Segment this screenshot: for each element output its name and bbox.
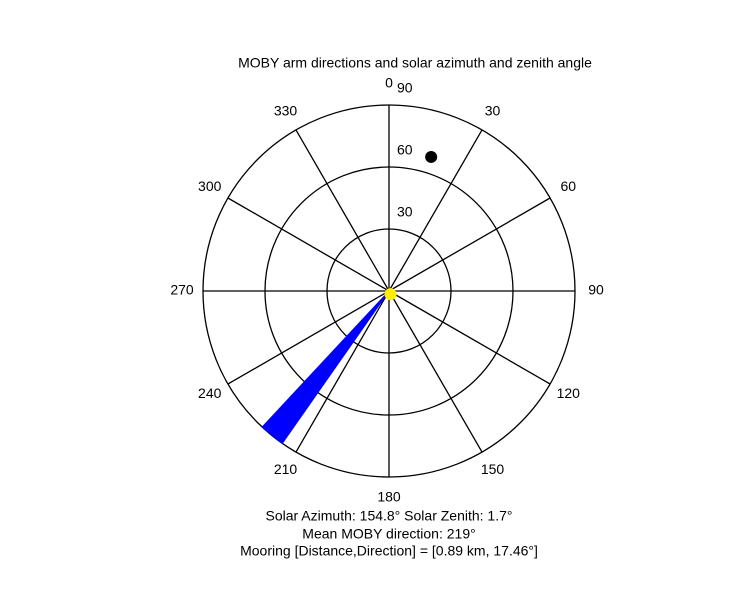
annotation: Mooring [Distance,Direction] = [0.89 km,… xyxy=(240,543,538,559)
theta-tick-label: 150 xyxy=(481,461,505,477)
theta-tick-label: 240 xyxy=(198,385,222,401)
point xyxy=(425,150,438,163)
theta-tick-label: 90 xyxy=(588,282,604,298)
grid-spoke xyxy=(388,129,483,292)
theta-tick-label: 0 xyxy=(385,75,393,91)
annotation: Mean MOBY direction: 219° xyxy=(302,526,475,542)
theta-tick-label: 180 xyxy=(377,489,401,505)
theta-tick-label: 60 xyxy=(560,178,576,194)
theta-tick-label: 270 xyxy=(170,282,194,298)
r-tick-label: 90 xyxy=(397,80,413,96)
theta-tick-label: 300 xyxy=(198,178,222,194)
grid-spoke xyxy=(388,290,551,385)
theta-tick-label: 330 xyxy=(274,102,298,118)
theta-tick-label: 30 xyxy=(485,102,501,118)
r-tick-label: 60 xyxy=(397,142,413,158)
grid-spoke xyxy=(227,197,390,292)
r-tick-label: 30 xyxy=(397,204,413,220)
grid-spoke xyxy=(227,290,390,385)
annotation: Solar Azimuth: 154.8° Solar Zenith: 1.7° xyxy=(266,508,513,524)
moby-wedge xyxy=(261,290,390,445)
grid-spoke xyxy=(388,290,483,453)
grid-spoke xyxy=(295,129,390,292)
grid-spoke xyxy=(388,197,551,292)
grid-spoke xyxy=(295,290,390,453)
theta-tick-label: 120 xyxy=(557,385,581,401)
chart-title: MOBY arm directions and solar azimuth an… xyxy=(238,55,592,71)
theta-tick-label: 210 xyxy=(274,461,298,477)
point xyxy=(384,288,397,301)
